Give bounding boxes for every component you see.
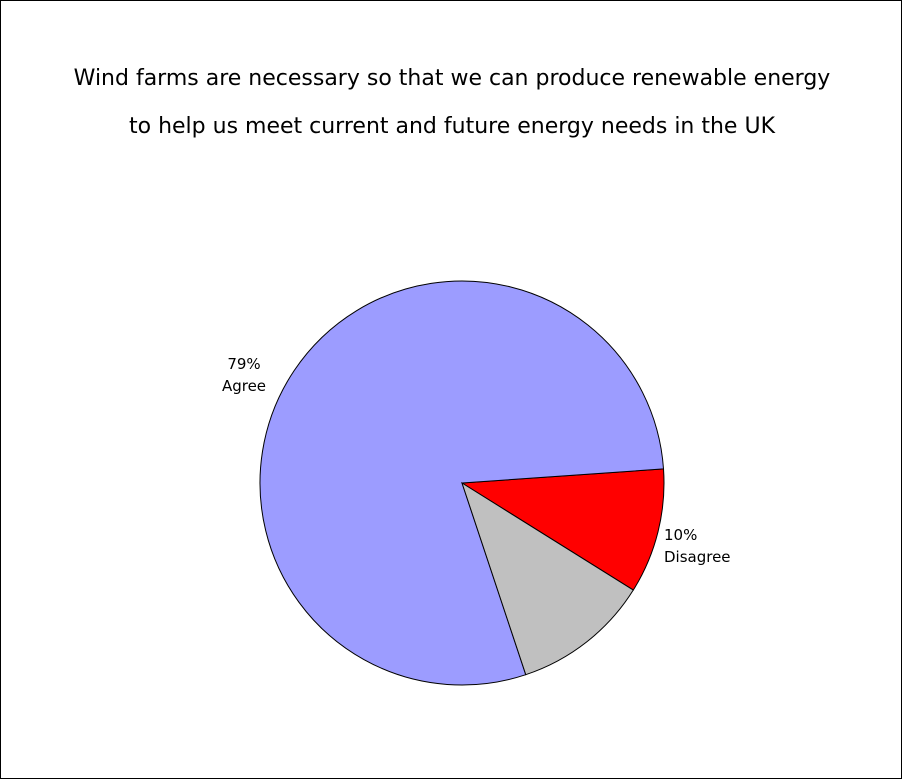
- slice-category-label: Agree: [222, 377, 266, 395]
- pie-slice-disagree: [460, 468, 665, 591]
- pie-slices: [259, 280, 665, 686]
- chart-title: Wind farms are necessary so that we can …: [1, 55, 902, 151]
- slice-percent-label: 79%: [227, 355, 260, 373]
- slice-category-label: Disagree: [664, 548, 731, 566]
- pie-labels: 79% Agree 10% Disagree: [222, 355, 731, 566]
- slice-percent-label: 10%: [664, 526, 697, 544]
- pie-slice-unlabeled: [461, 481, 634, 676]
- chart-title-line-2: to help us meet current and future energ…: [129, 114, 775, 139]
- chart-title-line-1: Wind farms are necessary so that we can …: [73, 66, 831, 91]
